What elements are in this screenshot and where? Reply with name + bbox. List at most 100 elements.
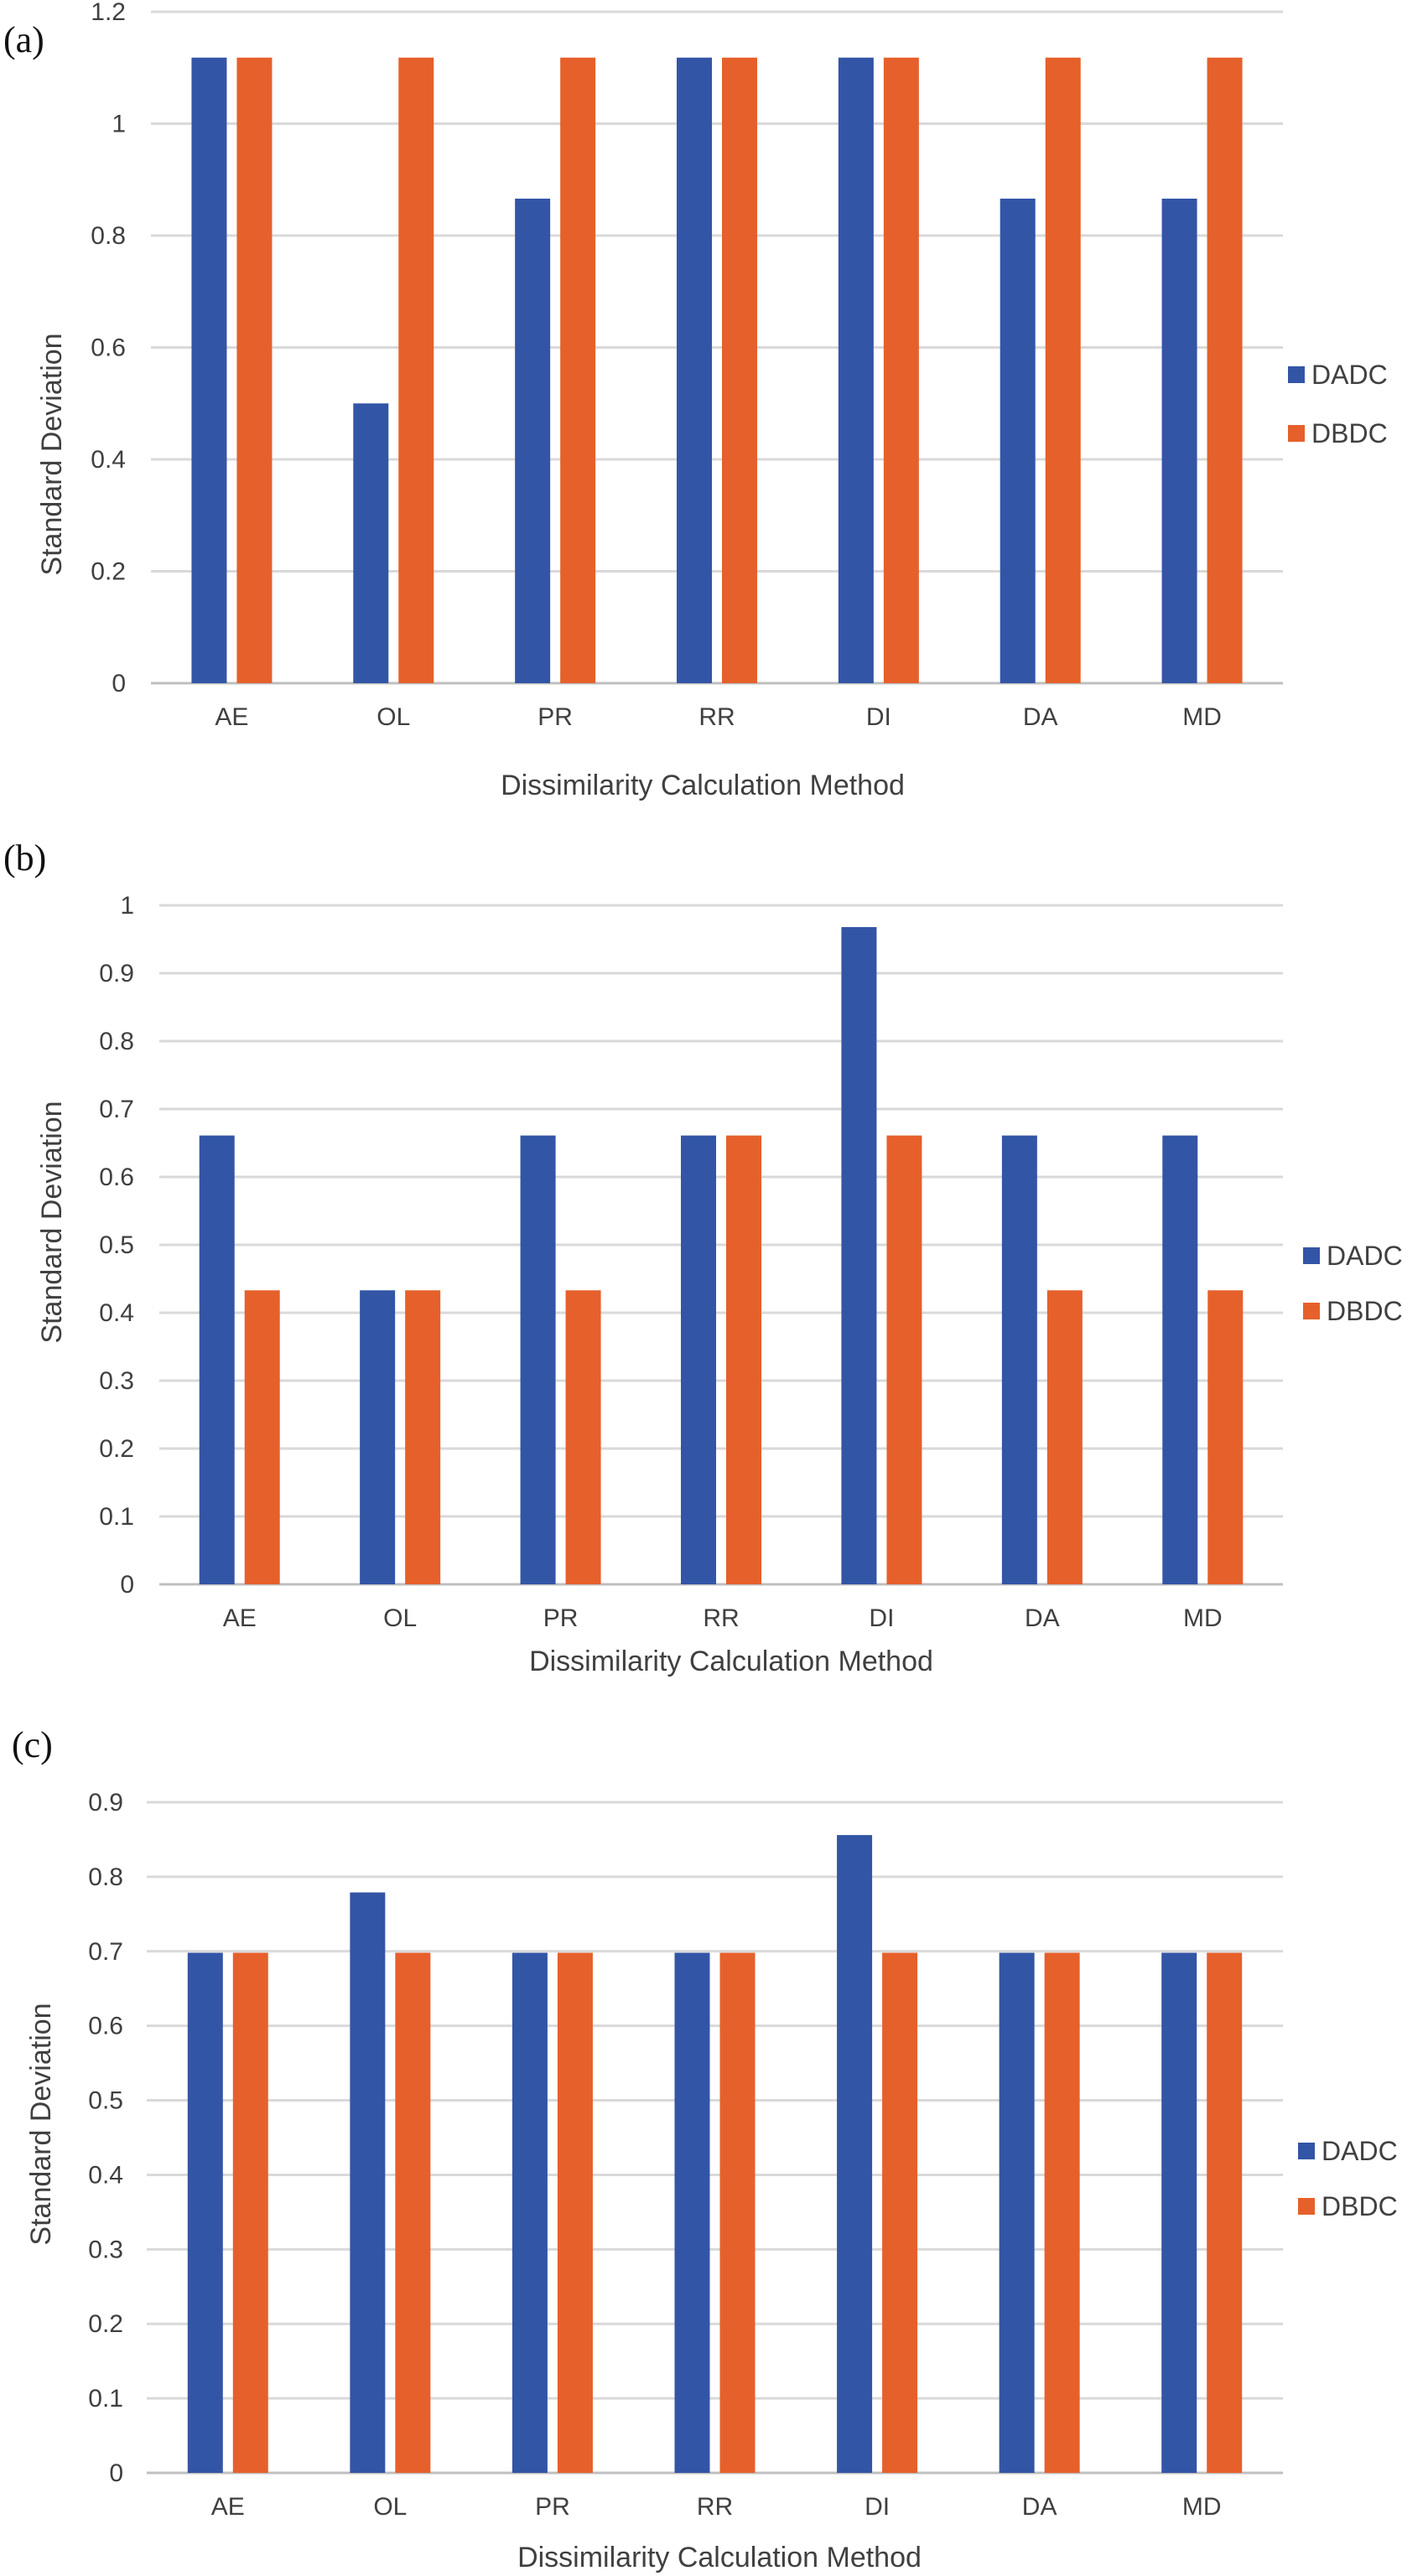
bar-dbdc-md: [1207, 57, 1243, 684]
x-tick-label: RR: [698, 703, 735, 731]
y-tick-label: 0.1: [99, 1503, 134, 1531]
bar-dadc-ol: [353, 403, 389, 683]
y-tick-label: 0.5: [99, 1231, 134, 1259]
x-tick-label: OL: [383, 1604, 417, 1632]
bar-dadc-di: [838, 57, 874, 684]
bar-dadc-md: [1161, 1952, 1197, 2473]
legend-label-dbdc: DBDC: [1322, 2191, 1398, 2221]
bar-dadc-da: [1000, 198, 1036, 683]
y-tick-label: 0: [109, 2459, 123, 2487]
bar-dadc-da: [999, 1952, 1035, 2473]
y-tick-label: 0.4: [88, 2161, 123, 2189]
panel-label-b: (b): [3, 837, 46, 879]
x-tick-label: PR: [535, 2493, 570, 2521]
legend-label-dbdc: DBDC: [1327, 1296, 1403, 1326]
legend-label-dadc: DADC: [1327, 1241, 1403, 1271]
x-tick-labels: AE OL PR RR DI DA MD: [211, 2493, 1222, 2521]
bar-dadc-ae: [187, 1952, 223, 2473]
y-tick-label: 0.7: [88, 1938, 123, 1966]
bar-dadc-di: [837, 1835, 873, 2473]
x-tick-label: MD: [1182, 703, 1222, 731]
y-tick-label: 0: [120, 1571, 134, 1599]
x-tick-label: DA: [1022, 2493, 1057, 2521]
x-tick-label: AE: [211, 2493, 245, 2521]
bar-dbdc-md: [1207, 1952, 1243, 2473]
bar-dadc-ae: [191, 57, 227, 684]
bar-dbdc-ol: [405, 1290, 441, 1584]
y-tick-label: 0.9: [88, 1789, 123, 1817]
legend-swatch-dbdc: [1303, 1303, 1320, 1319]
bar-dbdc-rr: [726, 1135, 761, 1584]
legend-swatch-dadc: [1288, 366, 1305, 383]
bar-dbdc-pr: [560, 57, 596, 684]
bar-dadc-pr: [511, 1952, 548, 2473]
bars: [191, 57, 1243, 684]
bar-dbdc-di: [882, 1952, 918, 2473]
bar-dadc-ol: [360, 1290, 396, 1584]
gridlines: [147, 1801, 1283, 2475]
bars: [187, 1835, 1243, 2473]
bar-dbdc-da: [1046, 1290, 1083, 1584]
bar-dadc-di: [841, 926, 877, 1584]
y-tick-label: 0.8: [91, 222, 126, 250]
x-axis-title: Dissimilarity Calculation Method: [529, 1646, 933, 1677]
bar-dadc-md: [1162, 1135, 1198, 1584]
y-tick-label: 1: [112, 111, 126, 138]
x-tick-label: OL: [376, 703, 410, 731]
y-tick-label: 0.3: [99, 1367, 134, 1395]
y-tick-labels: 0 0.2 0.4 0.6 0.8 1 1.2: [91, 0, 126, 697]
legend: DADC DBDC: [1303, 1241, 1403, 1326]
x-tick-label: RR: [697, 2493, 733, 2521]
x-axis-title: Dissimilarity Calculation Method: [501, 770, 905, 801]
x-tick-label: OL: [373, 2493, 407, 2521]
x-tick-label: PR: [537, 703, 573, 731]
legend-label-dbdc: DBDC: [1311, 418, 1388, 448]
bar-dadc-rr: [674, 1952, 710, 2473]
gridlines: [159, 904, 1283, 1586]
bar-dadc-pr: [515, 198, 551, 683]
bar-dadc-rr: [677, 57, 712, 684]
bar-dadc-ol: [350, 1892, 386, 2473]
chart-panel-a: (a) 0 0.2 0.4 0.6 0.8 1 1.2 AE OL PR RR DI DA MD Sta…: [3, 0, 1388, 801]
panel-label-c: (c): [12, 1724, 53, 1765]
y-axis-title: Standard Deviation: [25, 2003, 57, 2245]
y-tick-label: 0.2: [88, 2310, 123, 2338]
bar-dbdc-ol: [395, 1952, 431, 2473]
bar-dbdc-pr: [557, 1952, 593, 2473]
legend: DADC DBDC: [1288, 360, 1388, 448]
y-tick-label: 0.6: [91, 334, 126, 362]
y-tick-label: 1.2: [91, 0, 126, 26]
legend-swatch-dadc: [1303, 1247, 1320, 1264]
y-tick-label: 0.8: [99, 1028, 134, 1055]
bar-dadc-ae: [199, 1135, 235, 1584]
x-tick-label: AE: [215, 703, 248, 731]
bar-dbdc-pr: [565, 1290, 601, 1584]
y-tick-label: 0.4: [91, 446, 126, 474]
bar-dbdc-ol: [398, 57, 434, 684]
bar-dbdc-rr: [722, 57, 757, 684]
panel-label-a: (a): [3, 19, 44, 60]
y-tick-label: 0.6: [88, 2013, 123, 2040]
legend: DADC DBDC: [1298, 2136, 1398, 2221]
y-tick-label: 0.1: [88, 2385, 123, 2413]
y-tick-labels: 0 0.1 0.2 0.3 0.4 0.5 0.6 0.7 0.8 0.9 1: [99, 892, 134, 1599]
y-axis-title: Standard Deviation: [36, 1101, 68, 1343]
bar-dbdc-da: [1044, 1952, 1080, 2473]
y-tick-label: 0.2: [91, 558, 126, 586]
legend-swatch-dadc: [1298, 2143, 1315, 2159]
legend-swatch-dbdc: [1288, 425, 1305, 442]
gridlines: [151, 10, 1283, 685]
y-tick-label: 0.3: [88, 2236, 123, 2263]
y-tick-label: 0: [112, 670, 126, 697]
y-tick-label: 0.2: [99, 1435, 134, 1463]
bar-dbdc-md: [1207, 1290, 1244, 1584]
y-tick-label: 0.5: [88, 2087, 123, 2115]
bar-dbdc-ae: [236, 57, 273, 684]
bar-dbdc-rr: [719, 1952, 756, 2473]
bar-dadc-da: [1001, 1135, 1037, 1584]
x-tick-labels: AE OL PR RR DI DA MD: [215, 703, 1221, 731]
x-tick-label: MD: [1183, 1604, 1223, 1632]
y-tick-label: 0.6: [99, 1164, 134, 1191]
bar-dbdc-ae: [232, 1952, 268, 2473]
